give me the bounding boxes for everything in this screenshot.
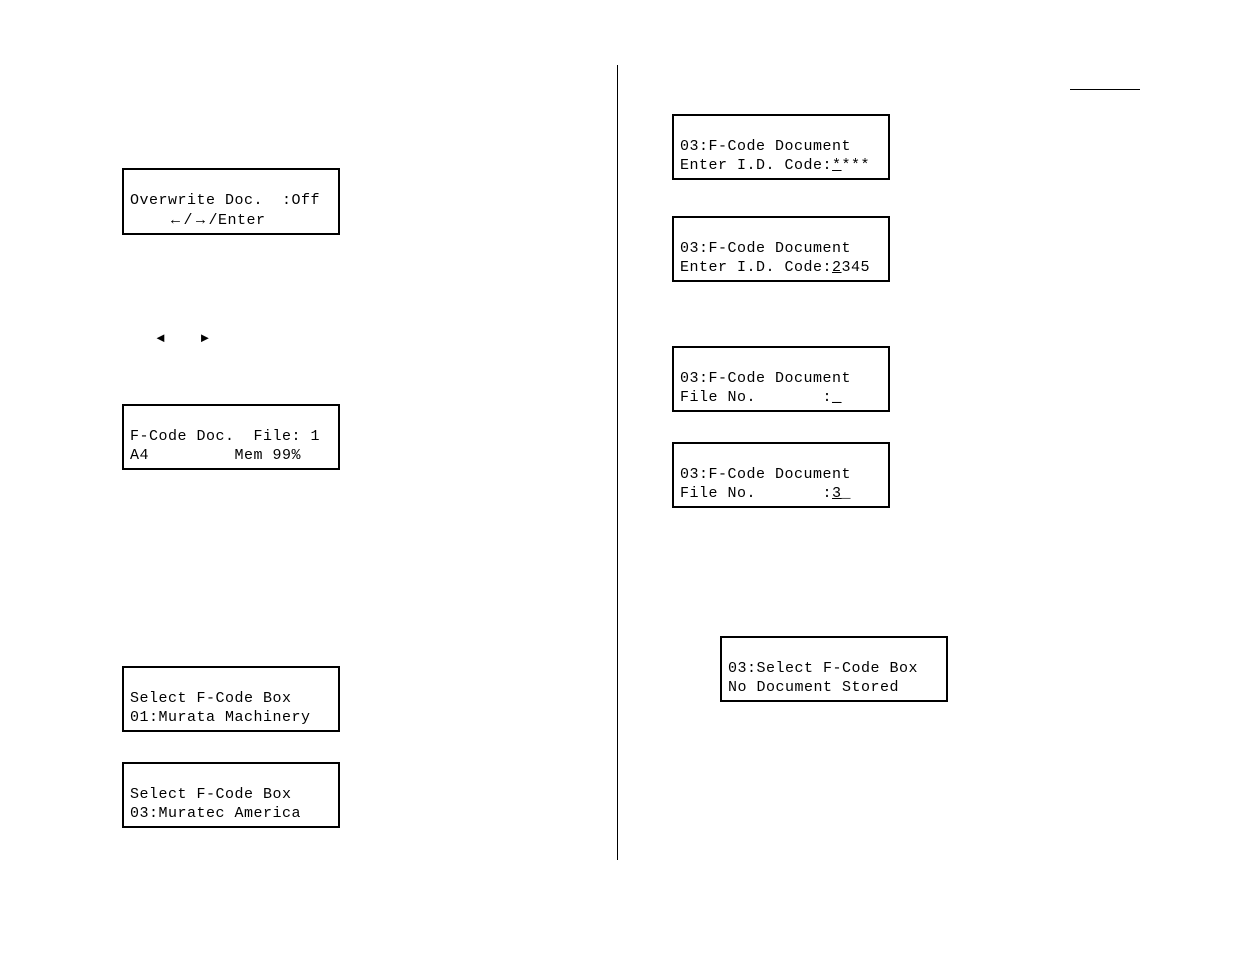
cursor-char: _ xyxy=(832,389,842,406)
arrow-left-icon: ← xyxy=(168,211,184,228)
cursor-char: 2 xyxy=(832,259,842,276)
lcd-fcode-doc-file: F-Code Doc. File: 1 A4 Mem 99% xyxy=(122,404,340,470)
line-text: Overwrite Doc. : xyxy=(130,192,292,209)
slash: / xyxy=(184,212,194,229)
line-text: Select F-Code Box xyxy=(130,690,292,707)
indent xyxy=(130,212,168,229)
cursor-char: * xyxy=(832,157,842,174)
value-off: Off xyxy=(292,192,321,209)
nav-glyphs: ◄ ► xyxy=(154,330,225,345)
lcd-no-document-stored: 03:Select F-Code Box No Document Stored xyxy=(720,636,948,702)
trail: 345 xyxy=(842,259,871,276)
prompt: File No. : xyxy=(680,389,832,406)
enter-label: /Enter xyxy=(209,212,266,229)
line-text: 01:Murata Machinery xyxy=(130,709,311,726)
line-text: 03:Select F-Code Box xyxy=(728,660,918,677)
lcd-select-box-01: Select F-Code Box 01:Murata Machinery xyxy=(122,666,340,732)
line-text: No Document Stored xyxy=(728,679,899,696)
lcd-id-code-masked: 03:F-Code Document Enter I.D. Code:**** xyxy=(672,114,890,180)
line-text: Select F-Code Box xyxy=(130,786,292,803)
line-text: 03:F-Code Document xyxy=(680,138,851,155)
lcd-id-code-entered: 03:F-Code Document Enter I.D. Code:2345 xyxy=(672,216,890,282)
prompt: File No. : xyxy=(680,485,832,502)
cursor-char: 3 xyxy=(832,485,842,502)
lcd-select-box-03: Select F-Code Box 03:Muratec America xyxy=(122,762,340,828)
trail: *** xyxy=(842,157,871,174)
cursor-arrows-icon: ◄ ► xyxy=(154,330,225,345)
lcd-overwrite-doc: Overwrite Doc. :Off ←/→/Enter xyxy=(122,168,340,235)
line-text: A4 Mem 99% xyxy=(130,447,301,464)
lcd-file-no-3: 03:F-Code Document File No. :3_ xyxy=(672,442,890,508)
column-divider xyxy=(617,65,618,860)
prompt: Enter I.D. Code: xyxy=(680,157,832,174)
line-text: 03:F-Code Document xyxy=(680,370,851,387)
line-text: 03:F-Code Document xyxy=(680,240,851,257)
arrow-right-icon: → xyxy=(193,211,209,228)
line-text: 03:F-Code Document xyxy=(680,466,851,483)
line-text: 03:Muratec America xyxy=(130,805,301,822)
line-text: F-Code Doc. File: 1 xyxy=(130,428,320,445)
prompt: Enter I.D. Code: xyxy=(680,259,832,276)
lcd-file-no-blank: 03:F-Code Document File No. :_ xyxy=(672,346,890,412)
page-rule xyxy=(1070,89,1140,90)
trail: _ xyxy=(842,485,852,502)
